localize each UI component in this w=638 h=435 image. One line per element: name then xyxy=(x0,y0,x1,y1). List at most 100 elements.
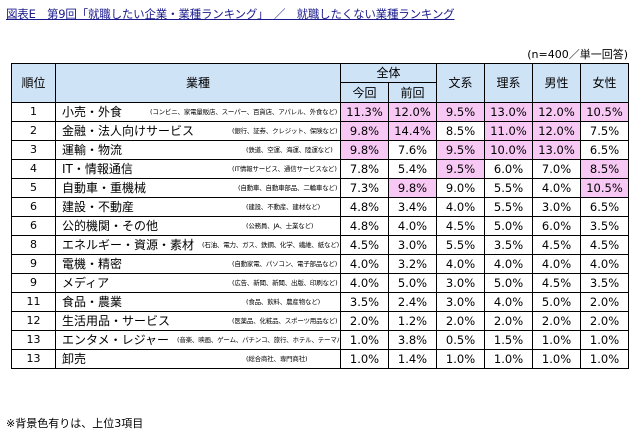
value-cell-previous: 5.0% xyxy=(387,273,438,293)
value-cell-science: 2.0% xyxy=(484,311,534,331)
header-male: 男性 xyxy=(532,63,582,103)
value-cell-male: 2.0% xyxy=(532,311,582,331)
industry-cell: エネルギー・資源・素材 (石油、電力、ガス、鉄鋼、化学、繊維、紙など) xyxy=(55,235,341,255)
industry-cell: 卸売 (総合商社、専門商社) xyxy=(55,349,341,369)
rank-cell: 9 xyxy=(11,254,56,274)
value-cell-current: 4.0% xyxy=(340,254,389,274)
value-cell-humanities: 0.5% xyxy=(436,330,486,350)
industry-name: 建設・不動産 xyxy=(62,200,135,214)
industry-description: (公務員、JA、士業など) xyxy=(246,222,314,230)
industry-name: 電機・精密 xyxy=(62,257,123,271)
table-row: 5 自動車・重機械 (自動車、自動車部品、二輪車など) 7.3% 9.8% 9.0% 5.5… xyxy=(11,178,630,198)
industry-description: (IT情報サービス、通信サービスなど) xyxy=(232,165,337,173)
value-cell-female: 3.5% xyxy=(580,216,630,236)
value-cell-humanities: 9.5% xyxy=(436,159,486,179)
header-overall: 全体 xyxy=(339,63,438,83)
ranking-table: 順位 業種 全体 文系 理系 男性 女性 今回 前回 1 小売・外食 (コンビニ、家… xyxy=(11,63,630,369)
industry-name: エンタメ・レジャー xyxy=(62,333,170,347)
value-cell-humanities: 9.5% xyxy=(436,102,486,122)
footnote: ※背景色有りは、上位3項目 xyxy=(6,417,144,430)
rank-cell: 1 xyxy=(11,102,56,122)
value-cell-humanities: 4.0% xyxy=(436,254,486,274)
value-cell-male: 6.0% xyxy=(532,216,582,236)
industry-name: メディア xyxy=(62,276,110,290)
value-cell-previous: 3.2% xyxy=(387,254,438,274)
rank-cell: 6 xyxy=(11,216,56,236)
value-cell-previous: 3.8% xyxy=(387,330,438,350)
value-cell-male: 13.0% xyxy=(532,140,582,160)
industry-cell: メディア (広告、新聞、新聞、出版、印刷など) xyxy=(55,273,341,293)
value-cell-previous: 9.8% xyxy=(387,178,438,198)
value-cell-current: 4.5% xyxy=(340,235,389,255)
rank-cell: 13 xyxy=(11,349,56,369)
industry-description: (広告、新聞、新聞、出版、印刷など) xyxy=(232,279,338,287)
value-cell-male: 12.0% xyxy=(532,121,582,141)
header-rank: 順位 xyxy=(11,63,56,103)
industry-cell: IT・情報通信 (IT情報サービス、通信サービスなど) xyxy=(55,159,341,179)
sample-note: (n=400／単一回答) xyxy=(527,48,628,61)
value-cell-previous: 5.4% xyxy=(387,159,438,179)
value-cell-science: 5.5% xyxy=(484,178,534,198)
industry-name: 自動車・重機械 xyxy=(62,181,147,195)
value-cell-current: 2.0% xyxy=(340,311,389,331)
value-cell-previous: 1.2% xyxy=(387,311,438,331)
value-cell-female: 8.5% xyxy=(580,159,630,179)
value-cell-female: 2.0% xyxy=(580,311,630,331)
value-cell-humanities: 2.0% xyxy=(436,311,486,331)
industry-description: (自動家電、パソコン、電子部品など) xyxy=(232,260,338,268)
value-cell-previous: 12.0% xyxy=(387,102,438,122)
value-cell-science: 5.0% xyxy=(484,216,534,236)
table-body: 1 小売・外食 (コンビニ、家電量販店、スーパー、百貨店、アパレル、外食など) 11.… xyxy=(11,102,630,369)
value-cell-humanities: 5.5% xyxy=(436,235,486,255)
value-cell-female: 4.0% xyxy=(580,254,630,274)
value-cell-male: 12.0% xyxy=(532,102,582,122)
value-cell-male: 3.0% xyxy=(532,197,582,217)
value-cell-current: 4.8% xyxy=(340,216,389,236)
rank-cell: 3 xyxy=(11,140,56,160)
value-cell-science: 6.0% xyxy=(484,159,534,179)
industry-name: IT・情報通信 xyxy=(62,162,133,176)
table-row: 2 金融・法人向けサービス (銀行、証券、クレジット、保険など) 9.8% 14.4% 8… xyxy=(11,121,630,141)
value-cell-male: 4.5% xyxy=(532,273,582,293)
value-cell-female: 1.0% xyxy=(580,330,630,350)
value-cell-humanities: 3.0% xyxy=(436,273,486,293)
industry-description: (石油、電力、ガス、鉄鋼、化学、繊維、紙など) xyxy=(202,241,339,249)
industry-description: (医薬品、化粧品、スポーツ用品など) xyxy=(232,317,338,325)
rank-cell: 6 xyxy=(11,197,56,217)
value-cell-humanities: 4.5% xyxy=(436,216,486,236)
value-cell-male: 1.0% xyxy=(532,330,582,350)
value-cell-female: 6.5% xyxy=(580,140,630,160)
industry-name: 運輸・物流 xyxy=(62,143,123,157)
value-cell-humanities: 8.5% xyxy=(436,121,486,141)
table-row: 1 小売・外食 (コンビニ、家電量販店、スーパー、百貨店、アパレル、外食など) 11.… xyxy=(11,102,630,122)
value-cell-science: 1.0% xyxy=(484,349,534,369)
industry-description: (食品、飲料、農産物など) xyxy=(246,298,320,306)
industry-name: 小売・外食 xyxy=(62,105,123,119)
value-cell-current: 11.3% xyxy=(340,102,389,122)
value-cell-female: 10.5% xyxy=(580,178,630,198)
value-cell-female: 4.5% xyxy=(580,235,630,255)
value-cell-current: 7.8% xyxy=(340,159,389,179)
value-cell-science: 10.0% xyxy=(484,140,534,160)
table-row: 6 公的機関・その他 (公務員、JA、士業など) 4.8% 4.0% 4.5% 5.0% 6.… xyxy=(11,216,630,236)
table-row: 9 電機・精密 (自動家電、パソコン、電子部品など) 4.0% 3.2% 4.0% 4.0%… xyxy=(11,254,630,274)
value-cell-humanities: 9.0% xyxy=(436,178,486,198)
industry-name: 卸売 xyxy=(62,352,87,366)
industry-description: (建設、不動産、建材など) xyxy=(246,203,320,211)
value-cell-science: 3.5% xyxy=(484,235,534,255)
header-industry: 業種 xyxy=(55,63,341,103)
industry-cell: 公的機関・その他 (公務員、JA、士業など) xyxy=(55,216,341,236)
value-cell-humanities: 1.0% xyxy=(436,349,486,369)
value-cell-female: 6.5% xyxy=(580,197,630,217)
value-cell-previous: 4.0% xyxy=(387,216,438,236)
value-cell-male: 1.0% xyxy=(532,349,582,369)
value-cell-previous: 14.4% xyxy=(387,121,438,141)
industry-description: (音楽、映画、ゲーム、パチンコ、旅行、ホテル、テーマパークなど) xyxy=(177,336,340,344)
table-row: 4 IT・情報通信 (IT情報サービス、通信サービスなど) 7.8% 5.4% 9.5% 6… xyxy=(11,159,630,179)
industry-cell: 生活用品・サービス (医薬品、化粧品、スポーツ用品など) xyxy=(55,311,341,331)
value-cell-previous: 3.0% xyxy=(387,235,438,255)
industry-name: 公的機関・その他 xyxy=(62,219,159,233)
industry-description: (自動車、自動車部品、二輪車など) xyxy=(238,184,338,192)
header-female: 女性 xyxy=(580,63,630,103)
value-cell-science: 11.0% xyxy=(484,121,534,141)
